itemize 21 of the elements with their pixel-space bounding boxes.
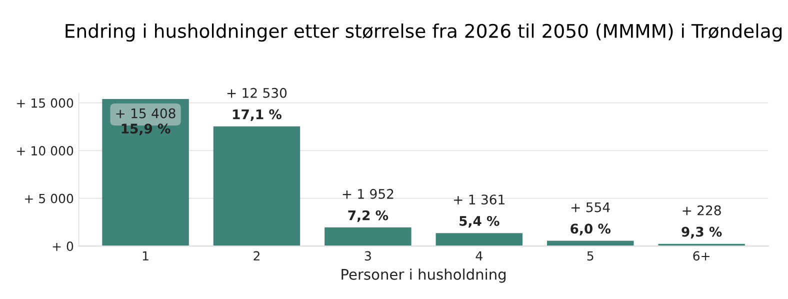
bar	[324, 227, 412, 246]
data-label: + 1 952 7,2 %	[342, 188, 394, 222]
x-tick-label: 1	[142, 251, 148, 260]
data-label: + 554 6,0 %	[570, 202, 611, 236]
x-tick-label: 4	[476, 251, 482, 260]
data-label: + 1 361 5,4 %	[454, 194, 504, 228]
y-tick-label: + 10 000	[17, 146, 74, 156]
x-tick-label: 3	[364, 251, 371, 261]
data-label: + 228 9,3 %	[682, 205, 722, 238]
data-label: + 12 530 17,1 %	[227, 88, 287, 121]
y-tick-label: + 15 000	[17, 98, 74, 108]
x-axis-title: Personer i husholdning	[342, 268, 506, 283]
x-tick-label: 2	[254, 251, 260, 260]
x-tick-label: 6+	[693, 251, 710, 261]
bar	[213, 126, 300, 246]
bar	[436, 233, 523, 246]
chart-title: Endring i husholdninger etter størrelse fra 2026 til 2050 (MMMM) i Trøndelag	[66, 23, 782, 42]
x-tick-label: 5	[587, 251, 594, 261]
y-tick-label: + 5 000	[25, 194, 74, 204]
y-tick-label: + 0	[52, 242, 74, 252]
data-label: + 15 408 15,9 %	[116, 108, 176, 136]
